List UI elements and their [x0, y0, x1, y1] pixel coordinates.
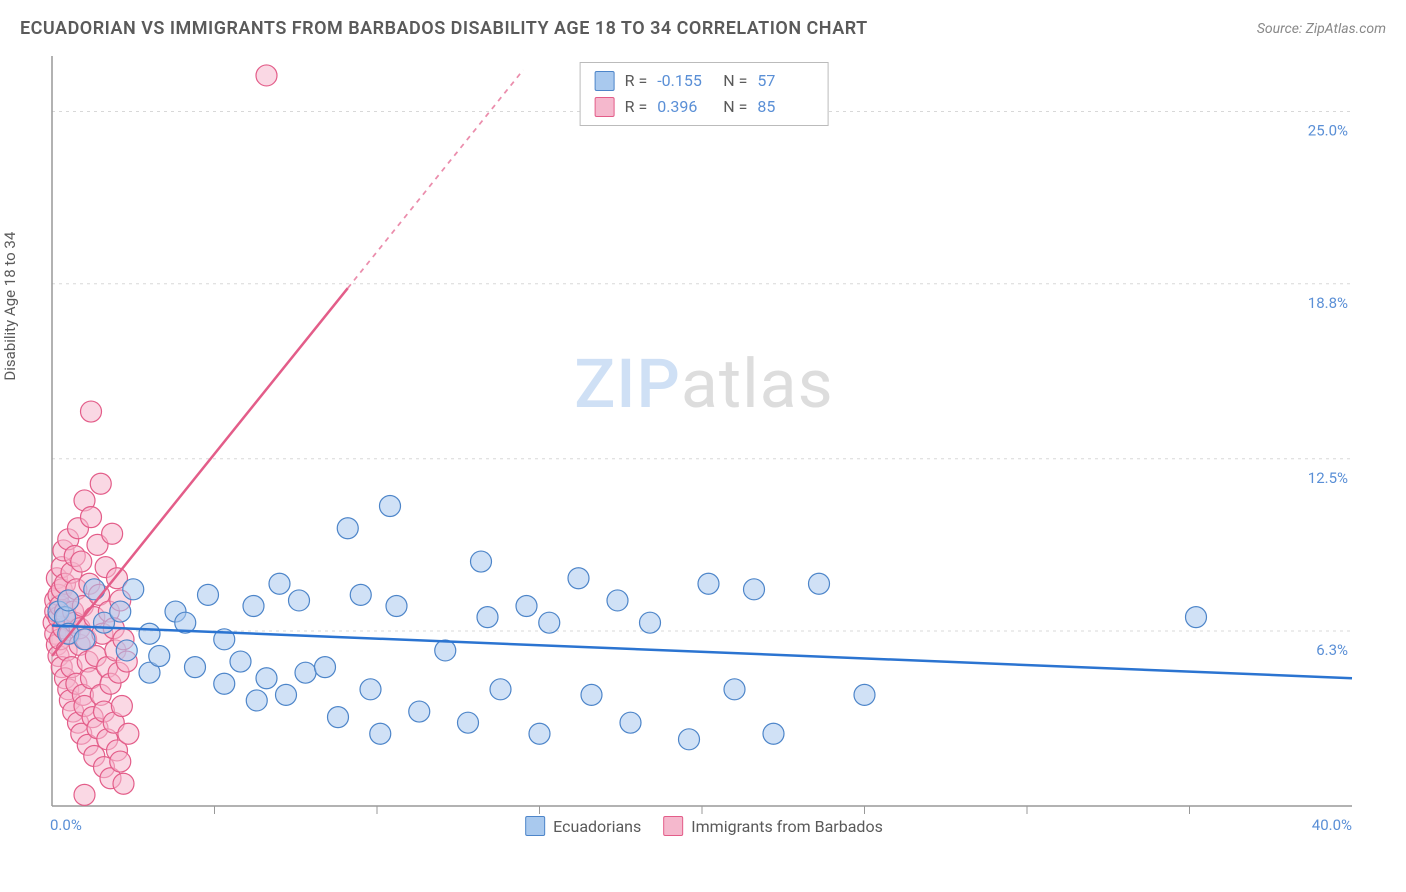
swatch-series-b [663, 816, 683, 836]
data-point [698, 573, 719, 594]
n-value-a: 57 [757, 68, 813, 94]
data-point [276, 684, 297, 705]
swatch-series-b [595, 97, 615, 117]
data-point [118, 723, 139, 744]
chart-area: 6.3%12.5%18.8%25.0%0.0%40.0% ZIPatlas R … [48, 56, 1360, 836]
scatter-plot: 6.3% 12.5% 18.8% 25.0% 0.0% 40.0% [48, 56, 1360, 836]
data-point [409, 701, 430, 722]
data-point [315, 657, 336, 678]
stats-box: R = -0.155 N = 57 R = 0.396 N = 85 [580, 62, 829, 126]
n-label: N = [723, 68, 747, 94]
swatch-series-a [595, 71, 615, 91]
data-point [256, 668, 277, 689]
data-point [370, 723, 391, 744]
x-min-label: 0.0% [50, 816, 82, 834]
data-point [295, 662, 316, 683]
data-point [58, 590, 79, 611]
data-point [516, 596, 537, 617]
data-point [102, 523, 123, 544]
n-value-b: 85 [757, 94, 813, 120]
r-value-a: -0.155 [657, 68, 713, 94]
legend-label-b: Immigrants from Barbados [691, 817, 883, 836]
y-tick-label: 6.3% [1316, 641, 1348, 659]
data-point [620, 712, 641, 733]
data-point [123, 579, 144, 600]
data-point [185, 657, 206, 678]
bottom-legend: Ecuadorians Immigrants from Barbados [525, 816, 883, 836]
data-point [74, 629, 95, 650]
data-point [289, 590, 310, 611]
data-point [90, 473, 111, 494]
data-point [246, 690, 267, 711]
data-point [113, 773, 134, 794]
data-point [81, 507, 102, 528]
data-point [337, 518, 358, 539]
data-point [854, 684, 875, 705]
data-point [471, 551, 492, 572]
legend-label-a: Ecuadorians [553, 817, 641, 836]
data-point [607, 590, 628, 611]
r-label: R = [625, 94, 648, 120]
data-point [458, 712, 479, 733]
data-point [529, 723, 550, 744]
data-point [111, 696, 132, 717]
data-point [435, 640, 456, 661]
data-point [679, 729, 700, 750]
data-point [214, 673, 235, 694]
x-max-label: 40.0% [1312, 816, 1352, 834]
data-point [744, 579, 765, 600]
data-point [269, 573, 290, 594]
data-point [139, 623, 160, 644]
data-point [1186, 607, 1207, 628]
data-point [116, 640, 137, 661]
data-point [81, 401, 102, 422]
legend-item-a: Ecuadorians [525, 816, 641, 836]
n-label: N = [723, 94, 747, 120]
chart-header: ECUADORIAN VS IMMIGRANTS FROM BARBADOS D… [20, 18, 1386, 39]
swatch-series-a [525, 816, 545, 836]
data-point [84, 579, 105, 600]
data-point [539, 612, 560, 633]
data-point [149, 646, 170, 667]
r-value-b: 0.396 [657, 94, 713, 120]
data-point [198, 584, 219, 605]
data-point [328, 707, 349, 728]
data-point [71, 551, 92, 572]
data-point [256, 65, 277, 86]
data-point [490, 679, 511, 700]
data-point [386, 596, 407, 617]
y-axis-label: Disability Age 18 to 34 [1, 232, 19, 381]
legend-item-b: Immigrants from Barbados [663, 816, 883, 836]
y-tick-label: 18.8% [1308, 294, 1348, 312]
data-point [809, 573, 830, 594]
data-point [763, 723, 784, 744]
y-tick-label: 25.0% [1308, 122, 1348, 140]
data-point [110, 601, 131, 622]
data-point [360, 679, 381, 700]
stats-row-a: R = -0.155 N = 57 [595, 68, 814, 94]
data-point [230, 651, 251, 672]
data-point [640, 612, 661, 633]
y-tick-label: 12.5% [1308, 469, 1348, 487]
source-attribution: Source: ZipAtlas.com [1257, 21, 1386, 37]
data-point [380, 496, 401, 517]
data-point [110, 751, 131, 772]
data-point [350, 584, 371, 605]
chart-title: ECUADORIAN VS IMMIGRANTS FROM BARBADOS D… [20, 18, 868, 39]
stats-row-b: R = 0.396 N = 85 [595, 94, 814, 120]
data-point [724, 679, 745, 700]
r-label: R = [625, 68, 648, 94]
data-point [243, 596, 264, 617]
data-point [74, 784, 95, 805]
data-point [581, 684, 602, 705]
data-point [568, 568, 589, 589]
data-point [477, 607, 498, 628]
